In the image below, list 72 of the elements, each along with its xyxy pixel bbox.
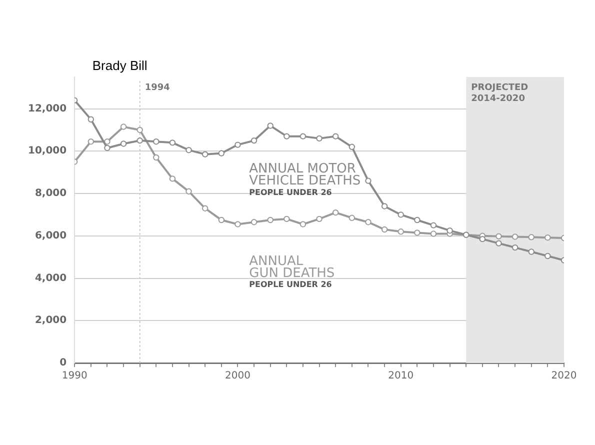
band-label: PROJECTED 2014-2020 [471,82,528,104]
point [234,142,241,148]
point [104,138,110,145]
point [479,236,486,242]
point [381,203,388,210]
point [381,226,388,233]
point [544,234,551,241]
point [267,122,274,129]
point [365,178,372,184]
point [136,126,143,134]
point [202,205,208,212]
point [365,219,372,226]
point [234,221,241,228]
point [398,228,404,235]
x-tick-label: 2000 [225,370,250,382]
y-tick-label: 0 [60,358,67,369]
point [446,227,453,234]
annotation: PEOPLE UNDER 26 [249,280,332,290]
x-tick-label: 1990 [62,370,88,382]
point [250,137,258,144]
point [120,124,127,130]
point [528,234,534,240]
point [512,244,518,251]
point [496,233,502,240]
point [414,216,420,224]
x-tick-label: 2020 [551,370,577,382]
point [430,230,437,237]
point [120,140,127,147]
point [332,209,339,216]
y-tick-label: 4,000 [34,272,67,284]
point [218,216,225,224]
point [186,188,192,194]
x-tick-label: 2010 [388,370,414,382]
point [153,138,160,145]
point [104,144,110,152]
y-tick-label: 2,000 [34,315,67,326]
point [169,176,176,182]
y-tick-label: 6,000 [34,230,67,242]
point [267,216,274,224]
point [316,135,322,142]
point [300,221,306,228]
point [153,154,160,161]
point [284,216,290,222]
point [186,146,192,154]
point [88,138,94,145]
point [348,144,356,150]
point [430,222,437,228]
point [300,133,306,140]
point [398,212,404,218]
point [316,216,322,222]
y-tick-label: 8,000 [34,188,67,200]
point [136,137,143,144]
point [284,133,290,140]
point [169,140,176,146]
point [332,133,339,140]
point [496,240,502,246]
point [250,219,258,226]
point [88,116,94,122]
point [512,234,518,240]
y-tick-label: 10,000 [28,146,67,157]
point [202,151,208,158]
point [414,230,420,236]
annotation: PEOPLE UNDER 26 [249,188,332,197]
y-tick-label: 12,000 [28,103,67,114]
point [544,252,551,260]
series-label: ANNUAL MOTOR VEHICLE DEATHS [249,162,361,189]
point [528,248,534,255]
point [218,150,225,156]
text: ANNUAL GUN DEATHS [249,254,335,281]
ref-line-label: 1994 [144,82,170,93]
text: Brady Bill [92,58,148,74]
point [348,214,356,221]
